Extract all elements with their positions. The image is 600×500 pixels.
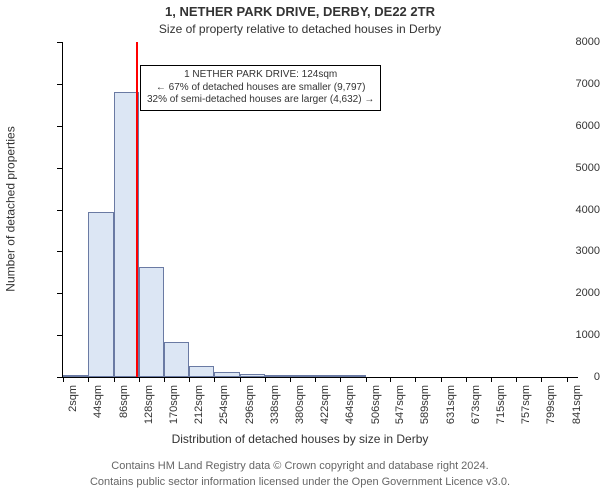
- x-tick-label: 212sqm: [193, 385, 205, 435]
- x-tick-mark: [88, 377, 89, 382]
- x-tick-label: 2sqm: [67, 385, 79, 435]
- property-marker-line: [136, 42, 138, 377]
- x-tick-mark: [63, 377, 64, 382]
- x-tick-label: 799sqm: [545, 385, 557, 435]
- x-tick-label: 338sqm: [269, 385, 281, 435]
- x-tick-mark: [240, 377, 241, 382]
- x-tick-mark: [290, 377, 291, 382]
- x-tick-label: 254sqm: [218, 385, 230, 435]
- x-tick-label: 44sqm: [92, 385, 104, 435]
- x-tick-label: 757sqm: [520, 385, 532, 435]
- x-tick-mark: [516, 377, 517, 382]
- x-tick-mark: [466, 377, 467, 382]
- y-axis-title: Number of detached properties: [3, 41, 17, 376]
- chart-container: 1, NETHER PARK DRIVE, DERBY, DE22 2TR Si…: [0, 0, 600, 500]
- x-tick-mark: [441, 377, 442, 382]
- x-tick-mark: [390, 377, 391, 382]
- annotation-line-2: ← 67% of detached houses are smaller (9,…: [147, 82, 374, 95]
- annotation-line-3: 32% of semi-detached houses are larger (…: [147, 94, 374, 107]
- x-tick-mark: [315, 377, 316, 382]
- y-axis-line: [62, 42, 63, 377]
- x-tick-label: 422sqm: [319, 385, 331, 435]
- x-axis-title: Distribution of detached houses by size …: [0, 432, 600, 446]
- x-tick-label: 296sqm: [244, 385, 256, 435]
- x-tick-label: 547sqm: [394, 385, 406, 435]
- chart-subtitle: Size of property relative to detached ho…: [0, 22, 600, 36]
- x-tick-mark: [265, 377, 266, 382]
- histogram-bar: [139, 267, 164, 377]
- chart-title: 1, NETHER PARK DRIVE, DERBY, DE22 2TR: [0, 4, 600, 19]
- plot-area: 1 NETHER PARK DRIVE: 124sqm ← 67% of det…: [62, 42, 578, 377]
- x-tick-label: 464sqm: [344, 385, 356, 435]
- annotation-line-1: 1 NETHER PARK DRIVE: 124sqm: [147, 69, 374, 82]
- x-tick-label: 589sqm: [419, 385, 431, 435]
- histogram-bar: [189, 366, 214, 377]
- x-tick-label: 715sqm: [495, 385, 507, 435]
- x-tick-label: 380sqm: [294, 385, 306, 435]
- x-tick-mark: [567, 377, 568, 382]
- footer-line-2: Contains public sector information licen…: [0, 476, 600, 488]
- x-tick-label: 631sqm: [445, 385, 457, 435]
- annotation-box: 1 NETHER PARK DRIVE: 124sqm ← 67% of det…: [140, 65, 381, 111]
- x-tick-label: 841sqm: [571, 385, 583, 435]
- x-tick-mark: [366, 377, 367, 382]
- x-tick-label: 170sqm: [168, 385, 180, 435]
- histogram-bar: [164, 342, 189, 377]
- x-tick-mark: [491, 377, 492, 382]
- x-tick-label: 673sqm: [470, 385, 482, 435]
- histogram-bar: [114, 92, 139, 377]
- x-tick-mark: [114, 377, 115, 382]
- x-tick-mark: [139, 377, 140, 382]
- x-tick-mark: [189, 377, 190, 382]
- x-tick-mark: [164, 377, 165, 382]
- x-tick-mark: [214, 377, 215, 382]
- x-tick-mark: [541, 377, 542, 382]
- x-tick-mark: [415, 377, 416, 382]
- x-tick-label: 128sqm: [143, 385, 155, 435]
- x-tick-label: 506sqm: [370, 385, 382, 435]
- footer-line-1: Contains HM Land Registry data © Crown c…: [0, 460, 600, 472]
- x-tick-mark: [340, 377, 341, 382]
- x-tick-label: 86sqm: [118, 385, 130, 435]
- histogram-bar: [88, 212, 113, 377]
